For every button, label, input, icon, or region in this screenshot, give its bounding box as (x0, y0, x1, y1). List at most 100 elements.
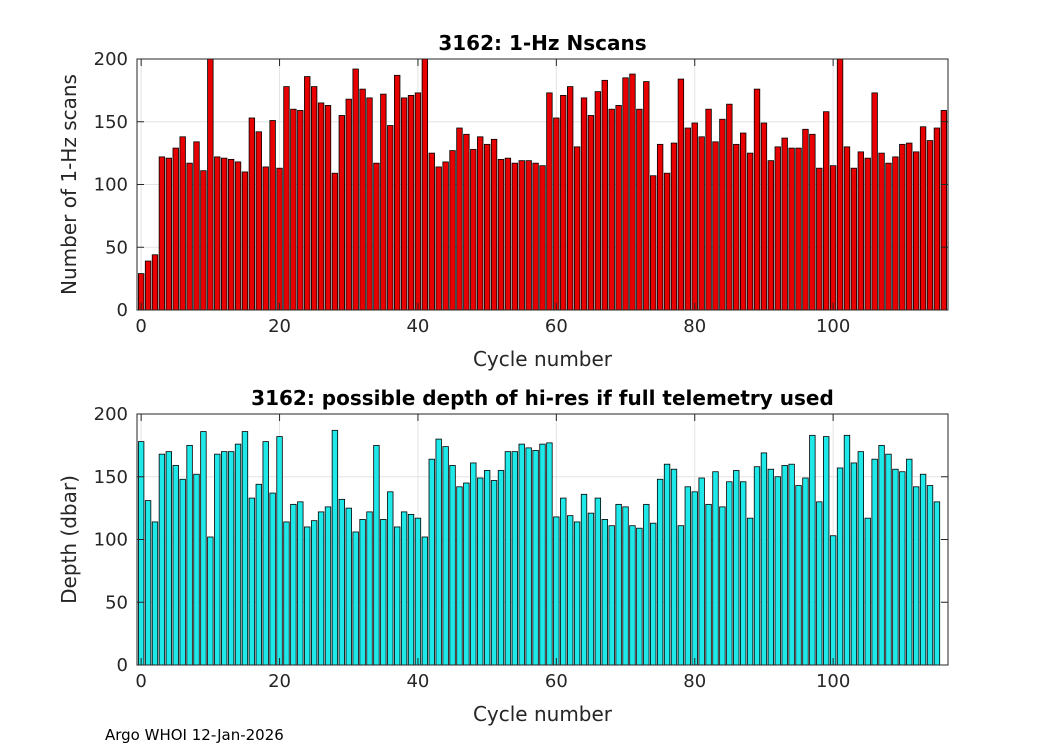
chart2-bar (670, 468, 678, 666)
chart2-bar (601, 519, 608, 666)
chart2-bar (864, 517, 871, 666)
chart2-bar (594, 497, 602, 666)
chart2-bar (144, 500, 152, 666)
chart2-bar (629, 525, 636, 666)
chart1-bar (933, 127, 941, 311)
chart2-bar (746, 517, 754, 666)
chart1-bar (186, 162, 193, 311)
chart1-bar (733, 143, 740, 311)
chart1-xlabel: Cycle number (473, 347, 613, 371)
chart2-bar (304, 526, 311, 666)
chart1-bar (567, 86, 574, 311)
chart1-bar (919, 126, 927, 311)
chart2-bar (276, 436, 283, 666)
chart1-bar (802, 128, 809, 311)
chart1-bar (670, 142, 678, 311)
chart1-bar (788, 147, 795, 311)
chart2-bar (650, 522, 657, 666)
chart2-bar (802, 477, 809, 666)
chart2-bar (532, 449, 539, 666)
chart1-bar (463, 133, 470, 311)
chart1-bar (394, 74, 401, 311)
chart2-bar (553, 516, 560, 666)
chart2-bar (698, 477, 705, 666)
chart1-xtick-label: 80 (683, 316, 706, 337)
chart1-bar (442, 161, 449, 311)
chart1-bar (560, 94, 567, 311)
chart1-bar (283, 86, 290, 311)
chart1-bar (345, 98, 352, 311)
chart2-bar (795, 485, 802, 666)
chart2-bar (525, 447, 532, 666)
chart2-bar (899, 471, 906, 666)
chart2-bar (878, 444, 885, 666)
chart1-bar (241, 171, 249, 311)
chart1-bar (511, 162, 518, 311)
chart2-bar (172, 465, 179, 666)
chart2-bar (414, 517, 422, 666)
chart2-bar (504, 451, 512, 666)
chart1-xtick-label: 40 (406, 316, 429, 337)
chart1-bar (255, 131, 262, 311)
chart1-bar (414, 92, 422, 311)
chart2-bar (933, 501, 941, 666)
chart2-bar (809, 434, 816, 666)
chart1-bar (380, 93, 387, 311)
chart1-bar (629, 73, 636, 311)
chart2-bar (317, 511, 325, 666)
chart2-bar (269, 492, 276, 666)
chart1-ytick-label: 100 (94, 175, 128, 196)
chart2-bar (885, 453, 892, 666)
chart2-bar (407, 514, 415, 666)
chart1-bar (297, 110, 304, 311)
chart1-bar (913, 151, 920, 311)
chart2-title: 3162: possible depth of hi-res if full t… (251, 386, 834, 410)
chart1-bar (698, 136, 705, 311)
chart1-bar (387, 125, 394, 311)
chart1-bar (573, 146, 581, 311)
chart2-bar (193, 473, 200, 666)
chart1-bar (684, 127, 691, 311)
chart2-bar (843, 434, 851, 666)
chart1-bar (636, 108, 643, 311)
chart2-bar (677, 525, 685, 666)
chart1-bar (539, 165, 546, 311)
chart1-bar (366, 97, 373, 311)
chart1-bar (449, 150, 456, 311)
chart2-bar (636, 527, 643, 666)
chart1-bar (781, 137, 788, 311)
chart1-bar (587, 115, 595, 311)
chart1-bar (193, 141, 200, 311)
chart1-bar (214, 156, 221, 311)
chart2-bar (310, 520, 318, 666)
chart2-bar (691, 491, 698, 666)
chart2-bar (359, 519, 366, 666)
chart2-bar (463, 482, 470, 666)
chart2-bar (892, 468, 899, 666)
chart2-xtick-label: 40 (406, 671, 429, 692)
chart2-bar (497, 470, 505, 666)
chart1-bar (719, 118, 726, 311)
chart2-bar (656, 478, 664, 666)
chart1-bar (622, 77, 629, 311)
chart2-bar (449, 465, 456, 666)
chart2-bar (255, 483, 262, 666)
chart1-bar (878, 152, 885, 311)
chart2-bar (477, 477, 484, 666)
chart2-bar (760, 452, 768, 666)
chart1-bar (200, 170, 207, 311)
chart2-xtick-label: 60 (545, 671, 568, 692)
chart2-bar (587, 512, 595, 666)
chart2-bar (774, 476, 781, 666)
chart1-bar (310, 86, 318, 311)
chart1-bar (331, 172, 339, 311)
chart1-bar (179, 136, 186, 311)
chart1-bar (221, 157, 228, 311)
chart1-bar (269, 120, 276, 311)
chart1-xtick-label: 100 (816, 316, 850, 337)
chart1-bar (746, 152, 754, 311)
chart2-bar (137, 441, 145, 666)
chart1-bar (705, 108, 712, 311)
chart1-bar (656, 143, 664, 311)
chart1-bar (864, 157, 871, 311)
